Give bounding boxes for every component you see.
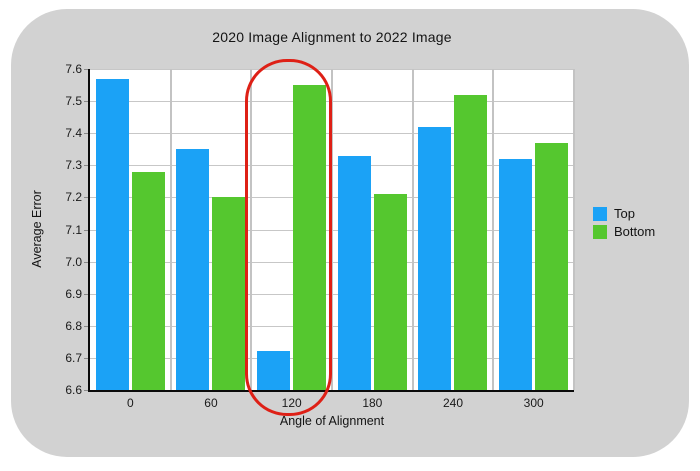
y-axis-title: Average Error (30, 190, 44, 268)
bar-bottom-300 (535, 142, 569, 390)
x-tick-label: 0 (126, 396, 134, 410)
plot-area (90, 69, 575, 390)
highlight-annotation-oval (245, 59, 332, 416)
bar-top-60 (176, 149, 210, 390)
y-tick-mark (84, 165, 88, 167)
x-tick-label: 60 (204, 396, 218, 410)
y-tick-label: 7.4 (65, 126, 82, 141)
y-tick-label: 7.3 (65, 158, 82, 173)
bar-group-60 (171, 69, 252, 390)
y-tick-label: 6.9 (65, 286, 82, 301)
y-tick-mark (84, 197, 88, 199)
bar-top-240 (418, 126, 452, 390)
y-tick-mark (84, 261, 88, 263)
y-tick-label: 7.5 (65, 94, 82, 109)
gridline-v (250, 69, 253, 390)
bar-bottom-120 (293, 85, 327, 390)
y-tick-label: 7.1 (65, 222, 82, 237)
bar-top-0 (95, 78, 129, 390)
legend-item-bottom: Bottom (593, 224, 655, 239)
gridline-v (573, 69, 575, 390)
bar-group-0 (90, 69, 171, 390)
y-tick-label: 7.6 (65, 62, 82, 76)
bar-bottom-0 (131, 171, 165, 390)
bar-group-300 (493, 69, 574, 390)
bar-group-180 (332, 69, 413, 390)
x-tick-label: 300 (523, 396, 544, 410)
bar-bottom-180 (373, 194, 407, 390)
y-tick-label: 7.2 (65, 190, 82, 205)
y-tick-mark (84, 229, 88, 231)
bar-bottom-240 (454, 94, 488, 390)
y-tick-mark (84, 357, 88, 359)
legend-swatch-top (593, 206, 607, 221)
legend-item-top: Top (593, 206, 655, 221)
gridline-v (331, 69, 333, 390)
legend-label-bottom: Bottom (614, 224, 656, 239)
legend-label-top: Top (614, 206, 635, 221)
chart-title: 2020 Image Alignment to 2022 Image (212, 29, 452, 45)
legend-swatch-bottom (593, 224, 607, 239)
bar-group-240 (413, 69, 494, 390)
y-tick-mark (84, 133, 88, 135)
y-tick-mark (84, 325, 88, 327)
x-axis-title: Angle of Alignment (279, 414, 385, 428)
y-tick-label: 6.8 (65, 318, 82, 333)
gridline-v (492, 69, 495, 390)
gridline-v (411, 69, 414, 390)
y-tick-mark (84, 101, 88, 103)
y-tick-mark (84, 69, 88, 70)
bar-top-300 (499, 158, 533, 390)
y-axis-line (88, 69, 90, 392)
y-tick-label: 6.7 (65, 350, 82, 365)
x-axis-line (88, 390, 574, 392)
y-tick-mark (84, 293, 88, 295)
bar-bottom-60 (212, 197, 246, 390)
y-tick-label: 7.0 (65, 254, 82, 269)
gridline-v (169, 69, 172, 390)
y-tick-label: 6.6 (65, 383, 82, 397)
y-tick-mark (84, 390, 88, 391)
x-tick-label: 180 (362, 396, 383, 410)
x-tick-label: 240 (442, 396, 463, 410)
bar-top-180 (337, 155, 371, 390)
legend: Top Bottom (593, 206, 655, 239)
